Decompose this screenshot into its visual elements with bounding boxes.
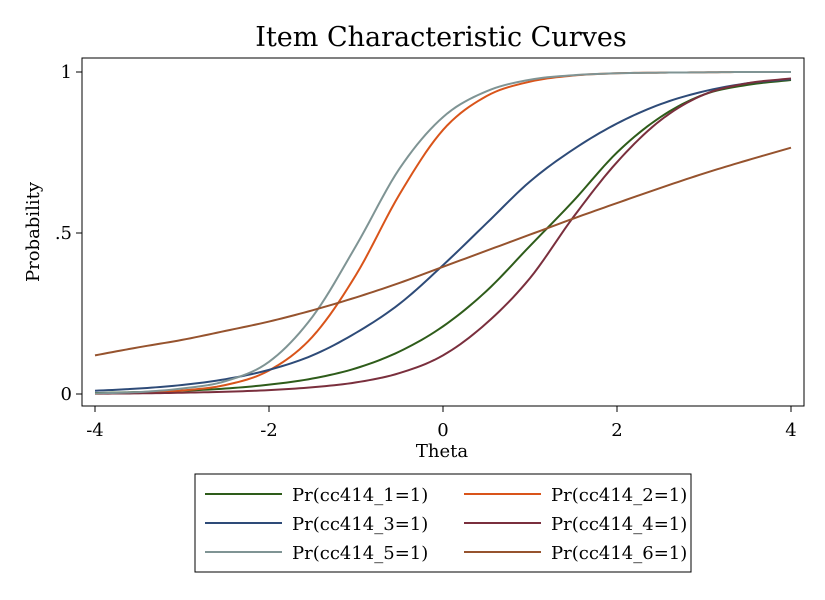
series-line-5 — [94, 71, 791, 395]
legend-label: Pr(cc414_6=1) — [551, 543, 687, 564]
y-tick-label: 1 — [61, 62, 72, 83]
legend-item: Pr(cc414_4=1) — [464, 514, 687, 535]
legend-label: Pr(cc414_1=1) — [292, 485, 428, 506]
x-tick-label: -4 — [86, 420, 104, 441]
legend-label: Pr(cc414_3=1) — [292, 514, 428, 535]
series-line-4 — [94, 77, 792, 395]
plot-area-frame — [81, 57, 805, 407]
series-line-6 — [94, 146, 792, 357]
legend-item: Pr(cc414_2=1) — [464, 485, 687, 506]
x-tick-label: 4 — [785, 420, 796, 441]
series-lines — [94, 71, 792, 395]
legend-item: Pr(cc414_3=1) — [205, 514, 428, 535]
x-axis-label: Theta — [416, 441, 468, 462]
x-axis: -4 -2 0 2 4 — [86, 406, 797, 441]
legend-label: Pr(cc414_2=1) — [551, 485, 687, 506]
legend-item: Pr(cc414_6=1) — [464, 543, 687, 564]
legend-item: Pr(cc414_5=1) — [205, 543, 428, 564]
series-line-1 — [94, 79, 792, 395]
legend-label: Pr(cc414_4=1) — [551, 514, 687, 535]
chart-title: Item Characteristic Curves — [255, 22, 626, 53]
legend: Pr(cc414_1=1) Pr(cc414_2=1) Pr(cc414_3=1) P… — [205, 485, 687, 564]
x-tick-label: 2 — [611, 420, 622, 441]
y-axis: 0.51 — [55, 62, 82, 405]
x-tick-label: -2 — [260, 420, 278, 441]
y-tick-label: 0 — [61, 384, 72, 405]
series-line-3 — [94, 78, 792, 392]
y-axis-label: Probability — [23, 181, 44, 282]
y-tick-label: .5 — [55, 223, 72, 244]
x-tick-label: 0 — [437, 420, 448, 441]
legend-label: Pr(cc414_5=1) — [292, 543, 428, 564]
legend-item: Pr(cc414_1=1) — [205, 485, 428, 506]
